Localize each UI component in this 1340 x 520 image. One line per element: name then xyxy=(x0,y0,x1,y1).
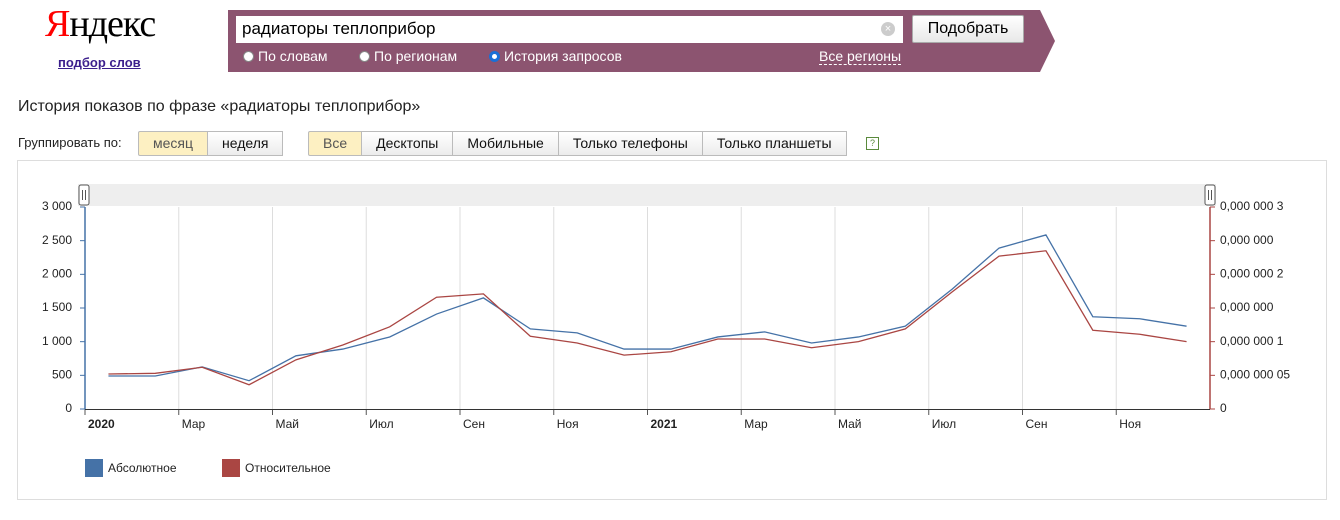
logo[interactable]: Яндекс xyxy=(45,3,156,45)
y2-tick-label: 0,000 000 xyxy=(1220,233,1274,247)
x-tick-label: Мар xyxy=(182,417,206,431)
toggle-button[interactable]: Только телефоны xyxy=(558,131,703,156)
radio-label: История запросов xyxy=(504,48,622,64)
device-buttons: Все Десктопы Мобильные Только телефоны Тольк… xyxy=(308,131,847,156)
legend-swatch xyxy=(222,459,240,477)
range-handle[interactable] xyxy=(78,184,90,206)
x-tick-label: Май xyxy=(276,417,300,431)
radio-label: По словам xyxy=(258,48,328,64)
radio-dot xyxy=(489,50,500,62)
group-label: Группировать по: xyxy=(18,135,122,150)
y-tick-label: 0 xyxy=(65,401,72,415)
x-tick-label: Ноя xyxy=(1119,417,1141,431)
legend-label: Относительное xyxy=(245,461,331,475)
series-line xyxy=(108,250,1187,386)
range-handle[interactable] xyxy=(1204,184,1216,206)
y2-tick-label: 0,000 000 3 xyxy=(1220,199,1284,213)
y2-tick-label: 0,000 000 1 xyxy=(1220,334,1284,348)
y2-tick-label: 0,000 000 xyxy=(1220,300,1274,314)
y-tick-label: 500 xyxy=(52,368,72,382)
toggle-button[interactable]: месяц xyxy=(138,131,209,156)
mode-radio[interactable]: История запросов xyxy=(489,48,622,64)
toggle-button[interactable]: неделя xyxy=(208,131,284,156)
page-title: История показов по фразе «радиаторы тепл… xyxy=(18,98,421,115)
y2-tick-label: 0,000 000 05 xyxy=(1220,368,1290,382)
clear-button[interactable]: × xyxy=(881,22,895,36)
help-icon[interactable]: ? xyxy=(866,137,879,150)
submit-button[interactable]: Подобрать xyxy=(912,15,1024,43)
y2-tick-label: 0 xyxy=(1220,401,1227,415)
x-tick-label: Сен xyxy=(463,417,485,431)
regions-link[interactable]: Все регионы xyxy=(819,48,902,65)
x-tick-label: Июл xyxy=(369,417,393,431)
x-tick-label: Сен xyxy=(1026,417,1048,431)
x-tick-label: Май xyxy=(838,417,862,431)
x-tick-label: Ноя xyxy=(557,417,579,431)
radio-dot xyxy=(359,50,370,62)
x-tick-label: 2021 xyxy=(651,417,678,431)
x-tick-label: 2020 xyxy=(88,417,115,431)
mode-radio[interactable]: По регионам xyxy=(359,48,457,64)
y-tick-label: 2 000 xyxy=(42,267,72,281)
range-track xyxy=(78,184,1216,206)
search-text: радиаторы теплоприбор xyxy=(242,19,436,38)
toggle-button[interactable]: Только планшеты xyxy=(702,131,847,156)
radio-dot xyxy=(243,50,254,62)
legend-label: Абсолютное xyxy=(108,461,177,475)
group-buttons: месяц неделя xyxy=(138,131,284,156)
toggle-button[interactable]: Все xyxy=(308,131,363,156)
toggle-button[interactable]: Десктопы xyxy=(362,131,454,156)
logo-link[interactable]: подбор слов xyxy=(58,55,141,70)
y2-tick-label: 0,000 000 2 xyxy=(1220,267,1284,281)
y-tick-label: 2 500 xyxy=(42,233,72,247)
x-tick-label: Мар xyxy=(744,417,768,431)
mode-radio[interactable]: По словам xyxy=(243,48,328,64)
chart-box xyxy=(17,160,1327,500)
series-line xyxy=(108,234,1187,382)
x-tick-label: Июл xyxy=(932,417,956,431)
search-input[interactable]: радиаторы теплоприбор × xyxy=(236,16,903,43)
radio-label: По регионам xyxy=(374,48,458,64)
y-tick-label: 1 000 xyxy=(42,334,72,348)
legend-swatch xyxy=(85,459,103,477)
toggle-button[interactable]: Мобильные xyxy=(453,131,559,156)
y-tick-label: 1 500 xyxy=(42,300,72,314)
y-tick-label: 3 000 xyxy=(42,199,72,213)
